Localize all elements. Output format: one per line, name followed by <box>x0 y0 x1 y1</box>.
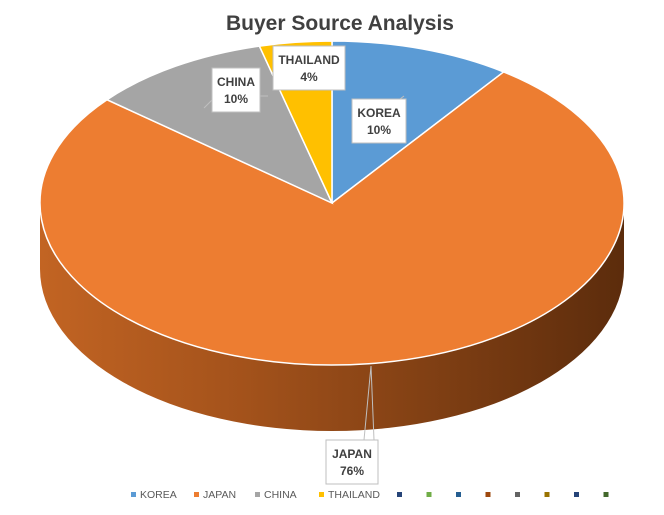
pie-slice-japan <box>39 71 625 366</box>
legend-label-korea: KOREA <box>140 489 177 501</box>
legend-marker-unlabeled <box>515 492 520 497</box>
legend-marker-unlabeled <box>456 492 461 497</box>
data-label-box-thailand <box>272 45 346 91</box>
data-labels: KOREA 10% JAPAN 76% CHINA 10% THAILAND 4% <box>203 45 407 485</box>
legend-label-china: CHINA <box>264 489 297 501</box>
legend-marker-unlabeled <box>544 492 550 497</box>
legend-marker-unlabeled <box>397 492 402 497</box>
data-label-box-korea <box>351 98 407 144</box>
pie-depth-layer <box>40 203 624 431</box>
data-label-value-korea: 10% <box>367 123 391 137</box>
data-label-value-thailand: 4% <box>300 70 318 84</box>
data-label-value-japan: 76% <box>340 464 364 478</box>
legend-marker-unlabeled <box>574 492 579 497</box>
legend-marker-unlabeled <box>426 492 432 497</box>
legend-label-thailand: THAILAND <box>328 489 380 501</box>
legend-marker-unlabeled <box>485 492 491 497</box>
legend-marker-unlabeled <box>603 492 609 497</box>
data-label-box-china <box>211 67 261 113</box>
legend-marker-korea <box>131 492 136 497</box>
legend-marker-japan <box>194 492 199 497</box>
legend-marker-china <box>255 492 260 497</box>
data-label-value-china: 10% <box>224 92 248 106</box>
data-label-category-japan: JAPAN <box>332 447 372 461</box>
legend: KOREA JAPAN CHINA THAILAND <box>131 489 609 501</box>
data-label-category-korea: KOREA <box>357 106 401 120</box>
pie-side-japan <box>40 203 624 431</box>
chart-title: Buyer Source Analysis <box>226 12 454 35</box>
leader-line-japan <box>363 365 375 441</box>
data-label-category-china: CHINA <box>217 75 255 89</box>
legend-marker-thailand <box>319 492 324 497</box>
data-label-category-thailand: THAILAND <box>278 53 340 67</box>
legend-label-japan: JAPAN <box>203 489 236 501</box>
pie-slice-korea <box>331 40 506 205</box>
data-label-box-japan <box>325 439 379 485</box>
leader-line-china <box>203 95 268 109</box>
